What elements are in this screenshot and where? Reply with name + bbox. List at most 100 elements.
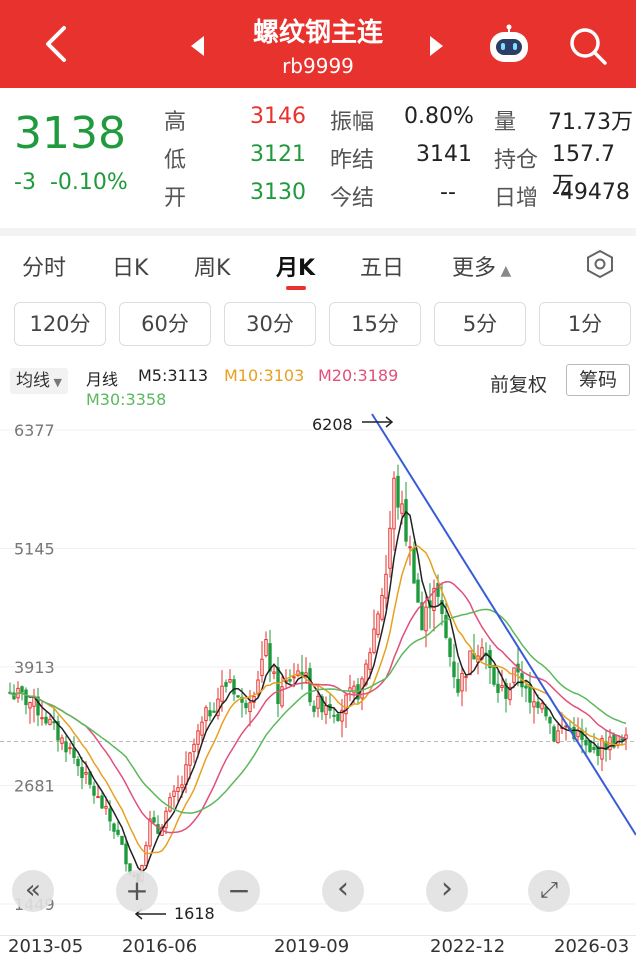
candle-up (228, 679, 232, 683)
candle-down (620, 738, 624, 741)
settle-label: 今结 (330, 186, 375, 211)
candle-down (56, 721, 60, 741)
low-label: 低 (164, 148, 187, 173)
kline-chart[interactable]: 63775145391326811449 6208 1618 (0, 410, 636, 935)
candle-down (116, 829, 120, 835)
tab-five-day[interactable]: 五日 (360, 256, 405, 281)
back-arrow-icon[interactable] (36, 22, 76, 66)
price-adjust-mode[interactable]: 前复权 (490, 374, 548, 396)
period-60min[interactable]: 60分 (119, 302, 211, 346)
oi-change-value: -49478 (552, 180, 630, 205)
x-axis-line (0, 935, 636, 936)
candle-up (260, 658, 264, 677)
open-interest-label: 持仓 (494, 148, 539, 173)
candle-up (424, 606, 428, 632)
settings-hexagon-icon[interactable] (584, 248, 616, 280)
candle-down (404, 499, 408, 542)
ma5-value: M5:3113 (138, 366, 209, 385)
y-tick-label: 6377 (14, 421, 55, 440)
prev-contract-icon[interactable] (186, 34, 210, 58)
period-1min[interactable]: 1分 (539, 302, 631, 346)
scroll-right-button[interactable]: › (426, 870, 468, 912)
period-30min[interactable]: 30分 (224, 302, 316, 346)
amplitude-label: 振幅 (330, 110, 375, 135)
ma-selector[interactable]: 均线 ▼ (10, 368, 68, 394)
candle-down (288, 679, 292, 682)
candle-up (248, 702, 252, 713)
ma-lines (9, 510, 627, 873)
tab-weekly-k[interactable]: 周K (194, 256, 231, 281)
candle-down (244, 702, 248, 709)
candle-down (312, 705, 316, 712)
zoom-out-full-button[interactable]: « (12, 870, 54, 912)
x-label-2013-05: 2013-05 (8, 936, 84, 957)
next-contract-icon[interactable] (424, 34, 448, 58)
candle-up (188, 752, 192, 766)
candle-up (280, 686, 284, 707)
candle-down (308, 668, 312, 703)
tab-intraday[interactable]: 分时 (22, 256, 67, 281)
candle-up (168, 797, 172, 812)
candle-up (272, 671, 276, 674)
candle-up (468, 650, 472, 676)
x-label-2016-06: 2016-06 (122, 936, 198, 957)
search-icon[interactable] (566, 24, 610, 68)
candle-down (496, 683, 500, 693)
zoom-in-button[interactable]: + (116, 870, 158, 912)
candle-up (392, 477, 396, 530)
y-tick-label: 2681 (14, 777, 55, 796)
last-price: 3138 (14, 108, 126, 159)
candle-up (28, 701, 32, 709)
dropdown-caret-icon: ▼ (50, 376, 62, 389)
candle-down (20, 686, 24, 693)
ma20-line (9, 581, 627, 834)
candle-down (268, 643, 272, 672)
robot-assistant-icon[interactable] (486, 24, 532, 66)
candle-down (92, 785, 96, 796)
candle-up (380, 594, 384, 620)
candle-up (180, 784, 184, 789)
candle-down (412, 547, 416, 584)
candle-down (524, 685, 528, 689)
candle-down (396, 475, 400, 508)
tab-daily-k[interactable]: 日K (112, 256, 149, 281)
change-value: -3 (14, 170, 36, 195)
candle-up (144, 845, 148, 867)
candle-down (44, 716, 48, 724)
candle-down (112, 823, 116, 832)
candle-up (104, 805, 108, 809)
section-divider (0, 228, 636, 236)
period-120min[interactable]: 120分 (14, 302, 106, 346)
ma10-value: M10:3103 (224, 366, 305, 385)
fullscreen-button[interactable]: ⤢ (528, 870, 570, 912)
candle-down (236, 695, 240, 698)
candle-down (536, 701, 540, 708)
ma20-value: M20:3189 (318, 366, 399, 385)
candle-up (68, 747, 72, 750)
settle-value: -- (440, 180, 456, 205)
double-chevron-left-icon: « (25, 875, 41, 905)
chip-distribution-button[interactable]: 筹码 (566, 364, 630, 396)
zoom-out-button[interactable]: − (218, 870, 260, 912)
tab-monthly-k[interactable]: 月K (276, 256, 316, 281)
period-15min[interactable]: 15分 (329, 302, 421, 346)
candle-up (432, 587, 436, 611)
candle-down (552, 726, 556, 742)
candle-down (504, 683, 508, 699)
period-5min[interactable]: 5分 (434, 302, 526, 346)
ma-legend: 均线 ▼ 月线 M5:3113 M10:3103 M20:3189 M30:33… (0, 360, 636, 410)
candle-up (324, 704, 328, 715)
candle-down (544, 706, 548, 717)
candle-down (420, 602, 424, 631)
candle-up (296, 670, 300, 677)
candle-down (24, 689, 28, 706)
candle-up (164, 810, 168, 829)
candle-up (352, 685, 356, 694)
candle-up (176, 787, 180, 792)
candle-up (148, 818, 152, 847)
candle-up (196, 730, 200, 745)
candle-up (464, 675, 468, 679)
tab-more[interactable]: 更多 ▲ (452, 250, 511, 282)
scroll-left-button[interactable]: ‹ (322, 870, 364, 912)
y-tick-label: 5145 (14, 540, 55, 559)
